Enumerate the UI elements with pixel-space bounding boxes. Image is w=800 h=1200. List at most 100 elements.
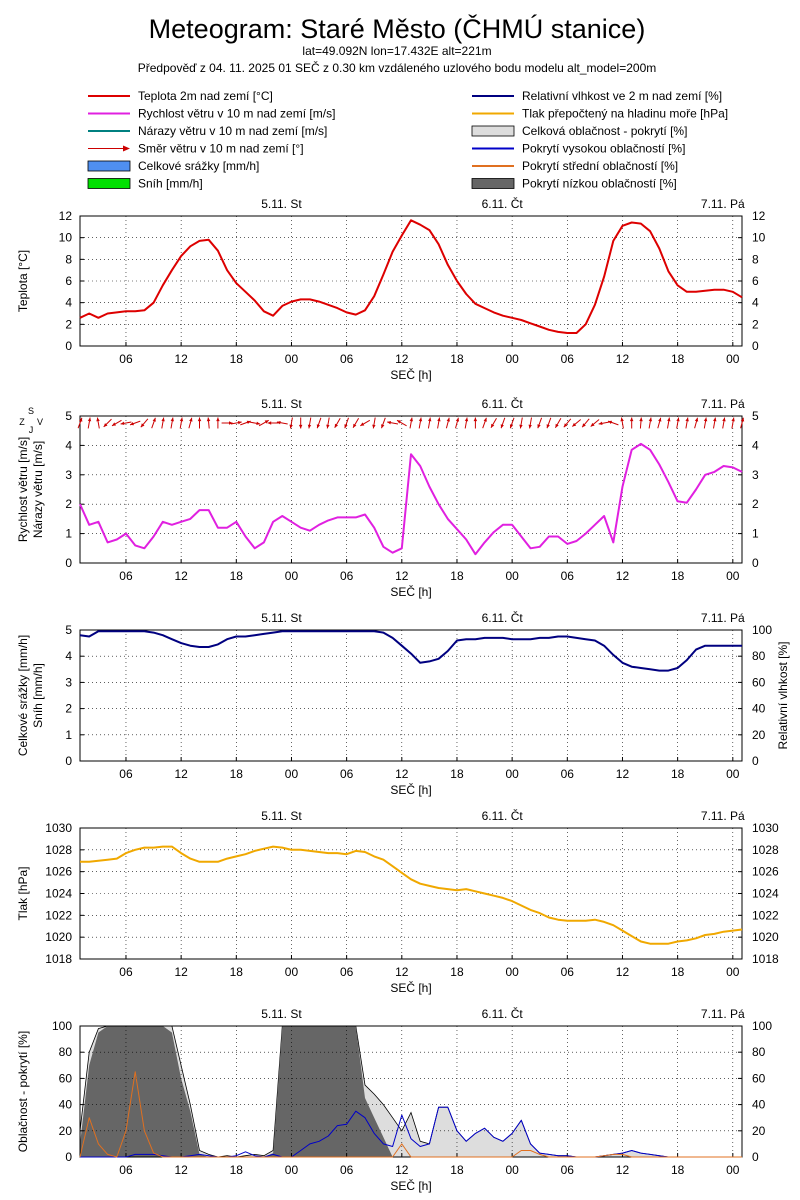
wind-arrow-head	[276, 421, 281, 425]
x-tick-label: 18	[450, 569, 464, 583]
wind-direction-arrow	[129, 420, 141, 426]
wind-arrow-head	[563, 423, 568, 428]
legend-left-1: Rychlost větru v 10 m nad zemí [m/s]	[88, 107, 335, 121]
x-tick-label: 00	[726, 767, 740, 781]
wind-direction-arrow	[554, 417, 562, 429]
y-tick-label-right: 0	[752, 556, 759, 570]
wind-arrow-head	[298, 424, 303, 429]
wind-direction-arrow	[427, 417, 432, 429]
y-tick-label: 2	[65, 702, 72, 716]
y-tick-label-right: 0	[752, 754, 759, 768]
legend-left-5-swatch	[87, 178, 131, 189]
wind-arrow-head	[170, 417, 174, 422]
y-axis-label-right: Relativní vlhkost [%]	[776, 641, 790, 749]
legend-right-4-label: Pokrytí střední oblačností [%]	[522, 159, 678, 173]
day-label: 7.11. Pá	[701, 809, 745, 823]
x-tick-label: 06	[561, 569, 575, 583]
compass-west: Z	[19, 417, 25, 427]
wind-arrow-head	[256, 421, 261, 425]
y-tick-label: 1	[65, 728, 72, 742]
x-tick-label: 06	[119, 1163, 133, 1177]
wind-arrow-head	[353, 423, 357, 428]
wind-direction-arrow	[676, 417, 680, 429]
plot-frame	[79, 629, 743, 762]
x-tick-label: 12	[174, 1163, 188, 1177]
wind-arrow-head	[572, 422, 577, 427]
wind-direction-arrow	[197, 417, 202, 429]
wind-direction-arrow	[581, 418, 590, 428]
wind-direction-arrow	[437, 417, 441, 429]
wind-arrow-head	[152, 417, 156, 422]
x-tick-label: 06	[340, 352, 354, 366]
wind-direction-arrow	[267, 421, 279, 425]
legend-left-3: Směr větru v 10 m nad zemí [°]	[88, 142, 304, 156]
wind-direction-arrow	[528, 417, 532, 429]
x-tick-label: 12	[395, 965, 409, 979]
x-tick-label: 06	[119, 569, 133, 583]
plot-frame	[79, 215, 743, 347]
y-tick-label-right: 0	[752, 1150, 759, 1164]
y-tick-label: 6	[65, 274, 72, 288]
wind-direction-arrow	[509, 417, 515, 429]
y-tick-label-right: 1	[752, 527, 759, 541]
x-tick-label: 06	[119, 965, 133, 979]
wind-direction-arrow	[490, 417, 497, 429]
wind-direction-arrow	[639, 417, 643, 429]
wind-direction-arrow	[326, 417, 330, 429]
legend-right-3-label: Pokrytí vysokou oblačností [%]	[522, 142, 685, 156]
legend-right-5-swatch	[471, 178, 515, 189]
wind-arrow-head	[381, 424, 385, 429]
wind-arrow-head	[667, 417, 671, 422]
x-tick-label: 12	[616, 1163, 630, 1177]
wind-direction-arrow	[87, 417, 92, 429]
y-tick-label: 1022	[45, 908, 72, 922]
wind-arrow-head	[360, 422, 365, 426]
y-tick-label: 2	[65, 317, 72, 331]
wind-arrow-head	[372, 424, 376, 429]
wind-arrow-head	[428, 417, 432, 422]
wind-direction-arrow	[667, 417, 671, 429]
wind-arrow-head	[267, 421, 272, 425]
y-tick-label: 4	[65, 438, 72, 452]
day-label: 6.11. Čt	[482, 808, 524, 823]
wind-direction-arrow	[629, 417, 634, 429]
wind-arrow-head	[740, 417, 745, 422]
wind-direction-arrow	[216, 417, 220, 429]
x-tick-label: 06	[561, 767, 575, 781]
wind-arrow-head	[140, 423, 145, 428]
y-axis-label: Celkové srážky [mm/h]	[16, 635, 30, 756]
x-tick-label: 12	[395, 1163, 409, 1177]
wind-arrow-head	[334, 423, 338, 428]
y-tick-label: 8	[65, 252, 72, 266]
x-tick-label: 12	[174, 965, 188, 979]
wind-arrow-head	[418, 417, 423, 422]
y-tick-label: 1018	[45, 952, 72, 966]
x-axis-label: SEČ [h]	[390, 584, 431, 599]
wind-direction-arrow	[396, 419, 407, 427]
x-tick-label: 06	[119, 352, 133, 366]
wind-arrow-head	[639, 417, 643, 422]
cloud-area-1	[80, 1026, 742, 1157]
y-tick-label: 80	[59, 1045, 73, 1059]
wind-direction-arrow	[352, 417, 360, 429]
x-tick-label: 06	[119, 767, 133, 781]
wind-direction-arrow	[731, 417, 735, 429]
series-line-wind-0	[79, 442, 743, 556]
wind-direction-arrow	[445, 417, 450, 429]
wind-direction-arrow	[455, 417, 460, 429]
compass-south: J	[29, 425, 34, 435]
legend-left-2: Nárazy větru v 10 m nad zemí [m/s]	[88, 124, 327, 138]
wind-direction-arrow	[740, 417, 745, 429]
y-axis-label-2: Nárazy větru [m/s]	[31, 441, 45, 538]
y-tick-label-right: 40	[752, 1098, 766, 1112]
wind-arrow-head	[528, 424, 532, 429]
legend-right-0: Relativní vlhkost ve 2 m nad zemí [%]	[472, 89, 722, 103]
wind-direction-arrow	[372, 417, 376, 429]
wind-direction-arrow	[111, 419, 122, 427]
x-axis-label: SEČ [h]	[390, 782, 431, 797]
wind-arrow-head	[500, 424, 504, 429]
x-tick-label: 06	[561, 965, 575, 979]
series-line-pressure-0	[80, 845, 743, 945]
